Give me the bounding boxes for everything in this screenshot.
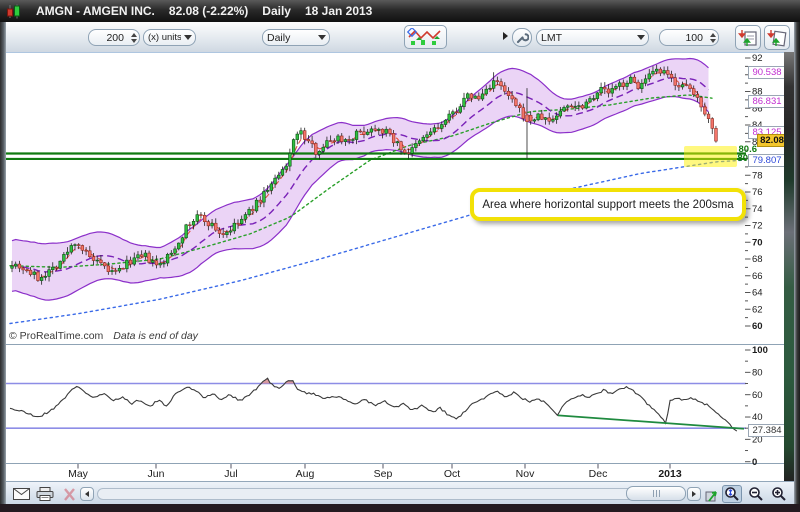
svg-text:62: 62	[752, 304, 763, 315]
month-label: Aug	[296, 468, 315, 480]
units-dropdown[interactable]: (x) units	[143, 29, 196, 46]
spinner-arrows-icon[interactable]	[707, 30, 718, 45]
month-label: Jun	[148, 468, 165, 480]
order-settings-button[interactable]	[512, 28, 532, 47]
horizontal-scrollbar-thumb[interactable]	[626, 486, 686, 501]
scroll-right-button[interactable]	[687, 487, 701, 501]
svg-text:64: 64	[752, 288, 763, 299]
price-label-upper-band: 90.538	[748, 66, 786, 79]
buy-sell-page-tilted-icon	[767, 29, 787, 46]
svg-text:80: 80	[752, 368, 763, 379]
spinner-arrows-icon[interactable]	[128, 30, 139, 45]
rsi-trendline	[557, 414, 745, 430]
svg-text:88: 88	[752, 87, 763, 98]
units-dropdown-value[interactable]: (x) units	[148, 32, 181, 43]
support-upper-label: 80.6	[739, 144, 758, 155]
svg-text:84: 84	[752, 120, 763, 131]
buy-sell-page-icon	[738, 29, 757, 46]
svg-text:20: 20	[752, 435, 763, 446]
svg-text:76: 76	[752, 187, 763, 198]
delete-red-x-icon[interactable]	[60, 486, 78, 502]
svg-text:60: 60	[752, 321, 763, 332]
support-highlight	[684, 146, 737, 167]
month-label: May	[68, 468, 89, 480]
svg-text:100: 100	[752, 345, 768, 356]
titlebar-date: 18 Jan 2013	[304, 4, 373, 18]
wrench-icon	[516, 32, 529, 43]
printer-icon[interactable]	[36, 486, 54, 502]
copyright-note: © ProRealTime.com Data is end of day	[9, 330, 198, 342]
window-frame-right	[794, 22, 800, 505]
price-label-sma200: 79.807	[748, 154, 786, 167]
svg-text:68: 68	[752, 254, 763, 265]
svg-text:78: 78	[752, 170, 763, 181]
copyright-text: © ProRealTime.com	[9, 330, 104, 342]
svg-text:74: 74	[752, 204, 763, 215]
svg-text:72: 72	[752, 221, 763, 232]
bottom-toolbar	[0, 481, 800, 506]
window-frame-bottom	[0, 504, 800, 512]
data-note: Data is end of day	[113, 330, 198, 342]
chart-style-icon	[407, 28, 441, 45]
quantity-spinner[interactable]: 100	[659, 29, 719, 46]
scroll-left-button[interactable]	[80, 487, 94, 501]
chart-type-button[interactable]	[404, 25, 447, 49]
svg-text:86: 86	[752, 103, 763, 114]
collapse-arrow-icon[interactable]	[503, 32, 508, 40]
order-type-dropdown[interactable]: LMT	[536, 29, 649, 46]
price-label-middle-band: 86.831	[748, 95, 786, 108]
horizontal-scrollbar-track[interactable]	[97, 488, 686, 500]
zoom-drag-icon[interactable]	[722, 485, 742, 503]
timeframe-dropdown-value[interactable]: Daily	[267, 31, 291, 44]
titlebar-period: Daily	[262, 4, 291, 18]
month-label: Sep	[374, 468, 393, 480]
svg-text:0: 0	[752, 457, 757, 468]
period-count-value[interactable]: 200	[106, 31, 124, 44]
svg-text:70: 70	[752, 237, 763, 248]
orders-list-button[interactable]	[735, 25, 761, 50]
rsi-panel: 0 20 40 60 80 100	[6, 345, 768, 468]
month-label: Dec	[589, 468, 608, 480]
new-order-button[interactable]	[764, 25, 790, 50]
titlebar-change: (-2.22%)	[202, 4, 249, 18]
month-label: 2013	[658, 468, 682, 480]
window-frame-left	[0, 22, 6, 505]
chart-settings-icon[interactable]	[702, 485, 722, 503]
price-label-last: 82.08	[757, 134, 787, 147]
month-label: Jul	[224, 468, 237, 480]
main-toolbar: 200 (x) units Daily	[0, 22, 800, 53]
vertical-zoom-bar[interactable]	[784, 52, 794, 481]
svg-text:60: 60	[752, 390, 763, 401]
order-type-value[interactable]: LMT	[541, 31, 562, 44]
month-label: Oct	[444, 468, 460, 480]
svg-text:92: 92	[752, 53, 763, 64]
zoom-in-icon[interactable]	[769, 485, 789, 503]
support-lines	[6, 152, 746, 161]
support-lower-label: 80	[737, 153, 748, 164]
candles-layer	[10, 64, 718, 285]
time-axis: May Jun Jul Aug Sep Oct Nov Dec 2013	[68, 464, 682, 480]
titlebar-symbol: AMGN - AMGEN INC.	[36, 4, 155, 18]
zoom-out-icon[interactable]	[746, 485, 766, 503]
timeframe-dropdown[interactable]: Daily	[262, 29, 330, 46]
rsi-value-label: 27.384	[748, 424, 786, 437]
month-label: Nov	[516, 468, 535, 480]
svg-text:40: 40	[752, 412, 763, 423]
app-icon	[7, 4, 20, 18]
period-count-spinner[interactable]: 200	[88, 29, 140, 46]
titlebar-price: 82.08	[168, 4, 199, 18]
svg-text:66: 66	[752, 271, 763, 282]
window-titlebar[interactable]: AMGN - AMGEN INC. 82.08 (-2.22%) Daily 1…	[0, 0, 800, 22]
envelope-icon[interactable]	[12, 486, 30, 502]
quantity-value[interactable]: 100	[685, 31, 703, 44]
annotation-box[interactable]: Area where horizontal support meets the …	[470, 188, 746, 221]
